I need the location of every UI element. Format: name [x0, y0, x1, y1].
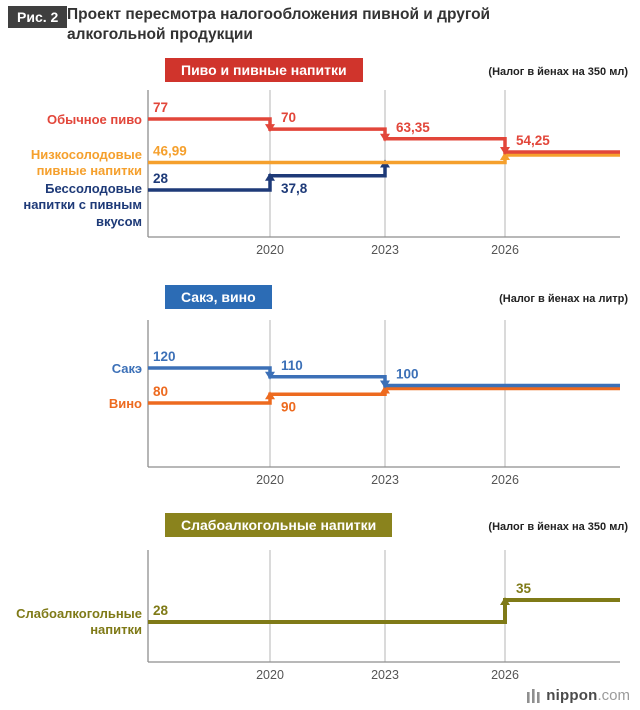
series-label-wine: Вино — [108, 396, 142, 411]
figure-title: Проект пересмотра налогообложения пивной… — [67, 6, 491, 44]
step-arrow-down-icon — [265, 371, 275, 380]
step-arrow-up-icon — [265, 172, 275, 181]
series-step-line — [148, 598, 620, 624]
series-step-line — [148, 366, 620, 388]
series-label-low-malt: Низкосолодовые пивные напитки — [30, 147, 142, 179]
series-step-line — [148, 386, 620, 405]
step-arrow-up-icon — [265, 391, 275, 400]
series-label-low-alcohol: Слабоалкогольные напитки — [16, 606, 142, 638]
series-step-line — [148, 162, 387, 192]
x-tick-label: 2023 — [371, 668, 399, 682]
series-label-regular-beer: Обычное пиво — [46, 112, 142, 127]
value-label: 77 — [153, 100, 168, 115]
low-alcohol-chart-unit-label: (Налог в йенах на 350 мл) — [488, 521, 628, 533]
nippon-logo-bars-icon — [526, 688, 541, 703]
x-tick-label: 2020 — [256, 243, 284, 257]
value-label: 63,35 — [396, 120, 430, 135]
step-arrow-down-icon — [380, 133, 390, 142]
logo-tld-text: .com — [597, 687, 630, 704]
step-arrow-up-icon — [500, 151, 510, 160]
x-tick-label: 2023 — [371, 473, 399, 487]
x-tick-label: 2023 — [371, 243, 399, 257]
value-label: 120 — [153, 349, 176, 364]
x-tick-label: 2020 — [256, 473, 284, 487]
beer-chart-unit-label: (Налог в йенах на 350 мл) — [488, 66, 628, 78]
sake-wine-chart-unit-label: (Налог в йенах на литр) — [499, 293, 628, 305]
x-tick-label: 2026 — [491, 243, 519, 257]
sake-wine-chart-plot: 2020 2023 2026 80 90 120 110 100 — [147, 320, 620, 487]
figure-number-badge: Рис. 2 — [8, 6, 68, 28]
series-step-line — [148, 153, 620, 165]
value-label: 90 — [281, 399, 296, 414]
x-tick-label: 2026 — [491, 668, 519, 682]
value-label: 110 — [281, 358, 303, 373]
value-label: 54,25 — [516, 133, 550, 148]
value-label: 80 — [153, 384, 168, 399]
step-arrow-up-icon — [380, 385, 390, 394]
sake-wine-chart-title-badge: Сакэ, вино — [165, 285, 272, 309]
x-tick-label: 2026 — [491, 473, 519, 487]
beer-chart-title-badge: Пиво и пивные напитки — [165, 58, 363, 82]
low-alcohol-chart-plot: 2020 2023 2026 28 35 — [147, 550, 620, 682]
value-label: 46,99 — [153, 143, 187, 158]
value-label: 100 — [396, 367, 419, 382]
step-arrow-down-icon — [380, 380, 390, 389]
value-label: 37,8 — [281, 181, 308, 196]
series-label-no-malt: Бессолодовые напитки с пивным вкусом — [23, 181, 142, 229]
step-arrow-up-icon — [500, 597, 510, 605]
value-label: 70 — [281, 110, 296, 125]
series-label-sake: Сакэ — [111, 361, 142, 376]
value-label: 35 — [516, 581, 532, 596]
value-label: 28 — [153, 603, 169, 618]
x-tick-label: 2020 — [256, 668, 284, 682]
step-arrow-down-icon — [500, 146, 510, 155]
logo-name-text: nippon — [546, 687, 598, 704]
nippon-com-logo: nippon .com — [526, 687, 630, 704]
value-label: 28 — [153, 171, 169, 186]
step-arrow-down-icon — [265, 124, 275, 133]
low-alcohol-chart-title-badge: Слабоалкогольные напитки — [165, 513, 393, 537]
beer-chart-plot: 2020 2023 2026 28 37,8 46,99 77 70 63,35 54,25 — [147, 90, 620, 257]
